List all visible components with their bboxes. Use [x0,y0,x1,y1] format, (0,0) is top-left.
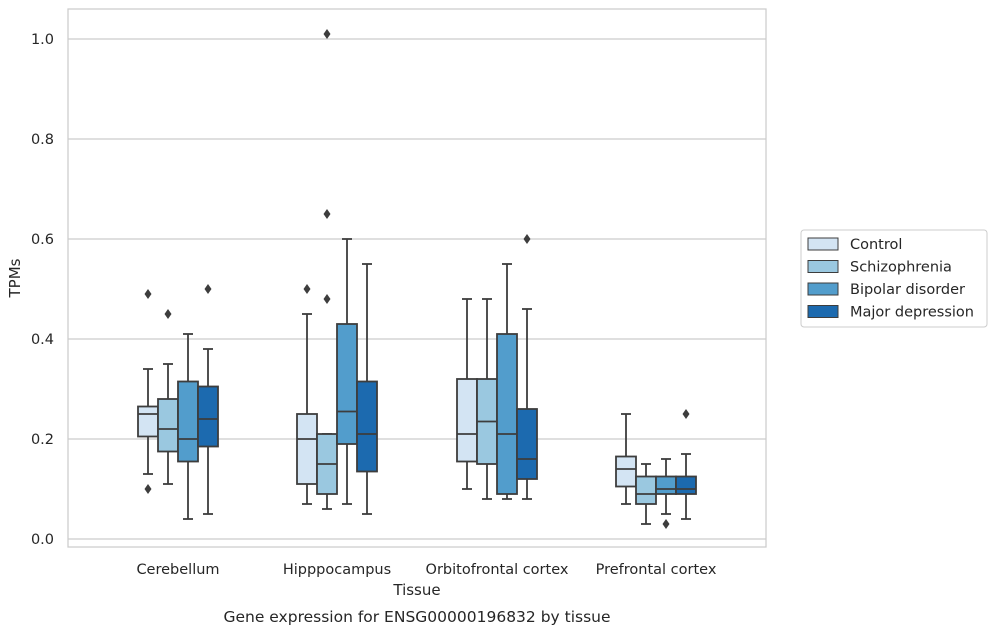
outlier-point [682,409,690,419]
legend-label: Bipolar disorder [850,282,965,298]
legend-swatch [807,305,839,318]
outlier-point [323,29,331,39]
box-iqr [516,408,538,480]
box-iqr [177,380,199,463]
box-iqr [496,333,518,495]
box-bipolar-disorder [655,458,677,529]
box-control [137,289,159,494]
y-tick-label: 0.0 [31,532,54,548]
box-iqr [615,455,637,488]
x-tick-label: Orbitofrontal cortex [426,562,569,578]
outlier-point [144,289,152,299]
box-iqr [675,475,697,495]
plot-area-frame [67,8,767,548]
legend-label: Schizophrenia [850,260,952,276]
box-iqr [296,413,318,485]
box-major-depression [197,284,219,515]
x-tick-labels: Cerebellum Hipppocampus Orbitofrontal cort… [136,562,716,578]
y-tick-label: 0.6 [31,232,54,248]
figure-caption: Gene expression for ENSG00000196832 by t… [223,608,610,626]
outlier-point [662,519,670,529]
y-tick-label: 0.8 [31,132,54,148]
legend-swatch [807,282,839,296]
y-tick-label: 0.4 [31,332,54,348]
x-axis-label: Tissue [392,581,440,599]
outlier-point [144,484,152,494]
box-major-depression [356,263,378,515]
x-tick-label: Cerebellum [136,562,219,578]
box-bipolar-disorder [336,238,358,505]
y-axis-label: TPMs [6,258,24,298]
x-tick-label: Hipppocampus [283,562,391,578]
outlier-point [323,209,331,219]
legend-swatch [807,260,839,273]
box-iqr [356,380,378,473]
outlier-point [323,294,331,304]
legend: Control Schizophrenia Bipolar disorder Majo… [800,229,988,328]
box-control [296,284,318,505]
legend-frame [800,229,988,328]
outlier-point [204,284,212,294]
box-iqr [137,405,159,438]
box-bipolar-disorder [177,333,199,520]
outlier-point [523,234,531,244]
outlier-point [164,309,172,319]
x-tick-label: Prefrontal cortex [596,562,717,578]
y-tick-label: 1.0 [31,32,54,48]
box-major-depression [675,409,697,520]
legend-label: Major depression [850,305,974,321]
box-iqr [655,475,677,495]
box-control [456,298,478,490]
outlier-point [303,284,311,294]
box-iqr [456,378,478,463]
box-schizophrenia [316,29,338,510]
box-iqr [635,475,657,505]
grid-lines [68,38,766,540]
y-tick-labels: 0.0 0.2 0.4 0.6 0.8 1.0 [31,32,54,548]
box-series [137,29,697,529]
box-schizophrenia [476,298,498,500]
y-tick-label: 0.2 [31,432,54,448]
box-major-depression [516,234,538,500]
box-iqr [336,323,358,445]
box-iqr [157,398,179,453]
box-iqr [197,385,219,448]
box-schizophrenia [635,463,657,525]
legend-swatch [807,237,839,251]
box-bipolar-disorder [496,263,518,500]
legend-label: Control [850,237,902,253]
box-schizophrenia [157,309,179,485]
box-control [615,413,637,505]
